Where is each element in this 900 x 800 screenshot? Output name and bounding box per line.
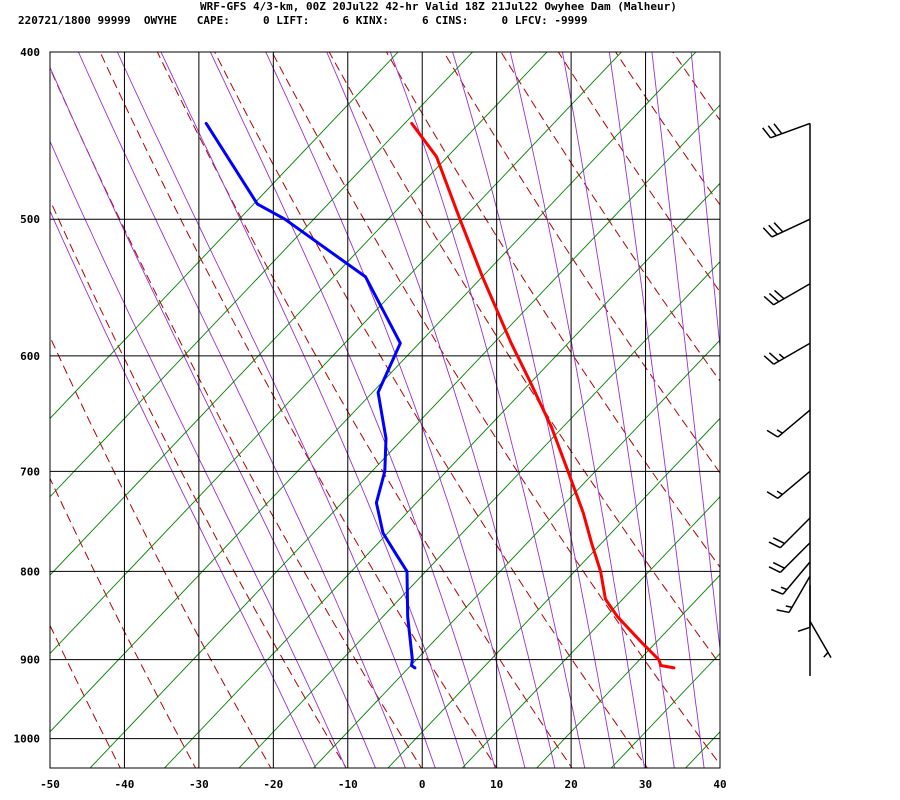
temperature-trace <box>410 121 676 670</box>
x-tick-label: -50 <box>40 778 60 791</box>
moist-adiabat-line <box>77 52 406 768</box>
dry-adiabat-line <box>783 46 900 771</box>
dry-adiabat-line <box>156 52 573 768</box>
pressure-tick-label: 1000 <box>14 733 41 746</box>
dry-adiabat-line <box>328 52 720 666</box>
moist-adiabat-line <box>389 52 586 768</box>
x-tick-label: -10 <box>338 778 358 791</box>
x-tick-label: -30 <box>189 778 209 791</box>
dry-adiabat-line <box>557 52 720 293</box>
moist-adiabat-line <box>50 209 317 768</box>
dry-adiabats <box>50 46 900 771</box>
x-tick-label: 30 <box>639 778 652 791</box>
dry-adiabat-line <box>385 52 720 569</box>
wind-barb <box>762 218 811 238</box>
moist-adiabat-line <box>50 66 376 768</box>
x-tick-label: 40 <box>713 778 726 791</box>
mixing-ratio-line <box>312 339 720 768</box>
wind-barb <box>770 561 811 595</box>
x-tick-label: -40 <box>115 778 135 791</box>
mixing-ratio-line <box>163 182 720 768</box>
dry-adiabat-line <box>672 52 720 122</box>
wind-barb <box>768 517 811 549</box>
x-tick-label: 20 <box>564 778 577 791</box>
wind-barb <box>809 620 832 658</box>
mixing-ratio-line <box>50 52 399 420</box>
pressure-tick-label: 400 <box>20 46 40 59</box>
mixing-ratio-line <box>89 104 720 768</box>
pressure-tick-label: 500 <box>20 213 40 226</box>
mixing-ratio-line <box>50 52 697 733</box>
moist-adiabats <box>50 52 720 768</box>
mixing-ratio-line <box>610 652 720 768</box>
moist-adiabat-line <box>509 52 645 768</box>
moist-adiabat-line <box>561 52 675 768</box>
wind-barb <box>797 585 811 633</box>
moist-adiabat-line <box>452 52 616 768</box>
moist-adiabat-line <box>265 52 526 768</box>
dry-adiabat-line <box>50 477 197 768</box>
plot-frame <box>49 51 721 769</box>
sounding-traces <box>204 121 676 670</box>
mixing-ratio-line <box>831 43 900 772</box>
dry-adiabat-line <box>50 67 423 768</box>
mixing-ratio-line <box>461 496 720 768</box>
mixing-ratio-line <box>536 574 720 768</box>
wind-barb <box>776 575 811 614</box>
wind-barb <box>766 470 811 499</box>
pressure-tick-label: 900 <box>20 654 40 667</box>
sounding-indices: 220721/1800 99999 OWYHE CAPE: 0 LIFT: 6 … <box>18 14 588 27</box>
dry-adiabat-line <box>500 52 720 382</box>
dry-adiabat-line <box>443 52 720 474</box>
dry-adiabat-line <box>50 335 272 768</box>
wind-barb <box>762 122 811 139</box>
pressure-tick-label: 700 <box>20 465 40 478</box>
x-tick-label: 10 <box>490 778 503 791</box>
wind-barb <box>763 283 811 306</box>
mixing-ratio-line <box>238 261 720 768</box>
mixing-ratio-line <box>684 731 720 768</box>
x-tick-label: 0 <box>419 778 426 791</box>
chart-title: WRF-GFS 4/3-km, 00Z 20Jul22 42-hr Valid … <box>200 0 677 13</box>
wind-barb <box>763 342 811 365</box>
mixing-ratio-line <box>50 52 623 655</box>
dewpoint-trace <box>204 121 417 670</box>
dry-adiabat-line <box>726 46 900 771</box>
dry-adiabat-line <box>841 46 900 771</box>
mixing-ratio-line <box>387 417 720 768</box>
mixing-ratio-line <box>757 43 900 772</box>
wind-barb <box>766 409 811 438</box>
x-tick-label: -20 <box>263 778 283 791</box>
pressure-tick-label: 600 <box>20 350 40 363</box>
dry-adiabat-line <box>99 52 498 768</box>
dry-adiabat-line <box>271 52 720 766</box>
moist-adiabat-line <box>608 52 705 768</box>
mixing-ratio-lines <box>50 43 900 772</box>
wind-barb <box>768 542 811 574</box>
moist-adiabat-line <box>50 140 347 768</box>
mixing-ratio-line <box>50 52 474 498</box>
axis-labels: -50 -40 -30 -20 -10 0 10 20 30 40 400 500 600 700 800 9… <box>14 46 727 791</box>
dry-adiabat-line <box>50 199 347 768</box>
mixing-ratio-line <box>50 52 548 576</box>
pressure-tick-label: 800 <box>20 565 40 578</box>
moist-adiabat-line <box>116 52 436 768</box>
moist-adiabat-line <box>651 52 720 653</box>
moist-adiabat-line <box>690 52 720 352</box>
wind-profile <box>762 122 832 676</box>
plot-grid <box>49 51 721 769</box>
moist-adiabat-line <box>160 52 466 768</box>
dry-adiabat-line <box>50 624 121 768</box>
